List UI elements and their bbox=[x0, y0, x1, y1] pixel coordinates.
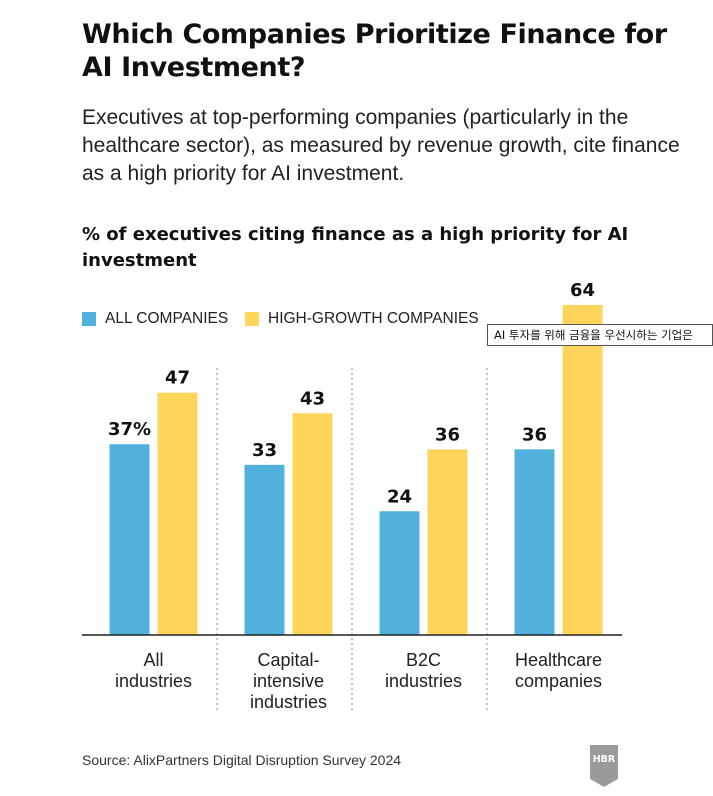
category-label-1-2: industries bbox=[250, 692, 327, 712]
category-label-3-1: companies bbox=[515, 671, 602, 691]
hbr-logo: HBR bbox=[590, 745, 618, 787]
legend-label-all-companies: ALL COMPANIES bbox=[105, 310, 229, 327]
bar-high-growth-1 bbox=[292, 413, 333, 635]
source-note: Source: AlixPartners Digital Disruption … bbox=[82, 752, 402, 768]
category-label-1-1: intensive bbox=[253, 671, 324, 691]
category-label-3-0: Healthcare bbox=[515, 650, 602, 670]
data-label-all-3: 36 bbox=[522, 424, 547, 445]
legend-swatch-all-companies bbox=[82, 312, 96, 326]
category-label-2-0: B2C bbox=[406, 650, 441, 670]
category-label-0-1: industries bbox=[115, 671, 192, 691]
bar-high-growth-0 bbox=[157, 392, 198, 635]
bar-all-1 bbox=[244, 464, 285, 635]
bar-all-2 bbox=[379, 511, 420, 635]
bar-all-3 bbox=[514, 449, 555, 635]
data-label-high-growth-0: 47 bbox=[165, 368, 190, 389]
legend-label-high-growth: HIGH-GROWTH COMPANIES bbox=[268, 310, 479, 327]
data-label-all-0: 37% bbox=[108, 419, 151, 440]
page-subtitle: Executives at top-performing companies (… bbox=[82, 106, 680, 185]
chart-title: % of executives citing finance as a high… bbox=[82, 224, 629, 271]
legend-swatch-high-growth bbox=[245, 312, 259, 326]
data-label-all-2: 24 bbox=[387, 486, 412, 507]
data-label-high-growth-2: 36 bbox=[435, 424, 460, 445]
page-title: Which Companies Prioritize Finance for A… bbox=[82, 19, 667, 83]
bar-high-growth-2 bbox=[427, 449, 468, 635]
bar-high-growth-3 bbox=[562, 305, 603, 635]
category-label-0-0: All bbox=[143, 650, 163, 670]
hbr-logo-text: HBR bbox=[593, 754, 616, 765]
bar-all-0 bbox=[109, 444, 150, 635]
data-label-all-1: 33 bbox=[252, 440, 277, 461]
data-label-high-growth-3: 64 bbox=[570, 280, 595, 301]
data-label-high-growth-1: 43 bbox=[300, 388, 325, 409]
category-label-1-0: Capital- bbox=[257, 650, 319, 670]
category-label-2-1: industries bbox=[385, 671, 462, 691]
translation-tooltip: AI 투자를 위해 금융을 우선시하는 기업은 bbox=[487, 324, 713, 346]
